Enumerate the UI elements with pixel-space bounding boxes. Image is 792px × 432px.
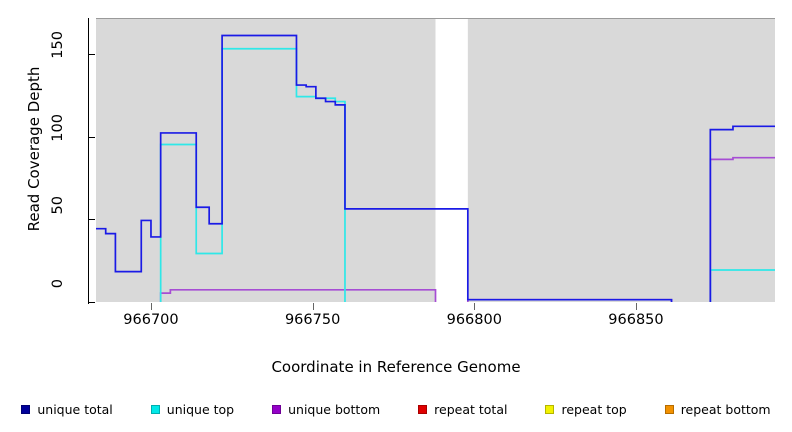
legend-item-repeat-top[interactable]: repeat top [545,401,627,417]
y-tick-label: 100 [50,113,66,142]
x-tick-mark [635,303,637,310]
legend-swatch-icon [150,404,160,414]
legend-label: repeat bottom [680,401,771,417]
plot-panel [96,18,775,302]
series-line-unique-bottom [159,156,775,302]
y-tick-mark [88,136,95,138]
legend-swatch-icon [418,404,428,414]
legend-swatch-icon [272,404,282,414]
legend-swatch-icon [545,404,555,414]
legend-item-repeat-total[interactable]: repeat total [418,402,507,417]
x-tick-label: 966850 [608,312,664,328]
y-tick-mark [88,302,95,303]
legend-label: repeat top [561,401,627,417]
x-tick-mark [150,303,152,310]
legend-item-repeat-bottom[interactable]: repeat bottom [664,401,771,417]
y-axis-line [88,18,89,303]
legend-swatch-icon [21,404,31,414]
legend-label: unique total [37,401,113,417]
y-tick-mark [88,219,95,221]
legend-item-unique-bottom[interactable]: unique bottom [272,402,380,417]
plot-series-svg [96,19,775,302]
series-line-unique-total [96,34,775,302]
x-tick-label: 966800 [446,312,502,328]
x-tick-label: 966750 [284,312,341,328]
y-tick-label: 0 [50,279,66,289]
x-axis-title: Coordinate in Reference Genome [271,358,521,376]
x-tick-mark [474,303,476,310]
legend-label: unique top [166,401,235,417]
legend-label: repeat total [434,401,508,417]
y-tick-label: 50 [50,196,66,215]
x-tick-mark [312,303,314,310]
coverage-gap-band [435,19,468,302]
legend-item-unique-total[interactable]: unique total [21,401,113,417]
y-tick-label: 150 [50,31,66,59]
legend-item-unique-top[interactable]: unique top [150,401,235,417]
x-tick-label: 966700 [123,312,179,328]
y-tick-mark [88,54,95,56]
legend-label: unique bottom [288,401,381,417]
chart-legend: unique total unique top unique bottom repea… [0,398,792,420]
y-axis-title: Read Coverage Depth [25,66,43,232]
legend-swatch-icon [664,404,674,414]
x-axis-line [88,303,89,304]
